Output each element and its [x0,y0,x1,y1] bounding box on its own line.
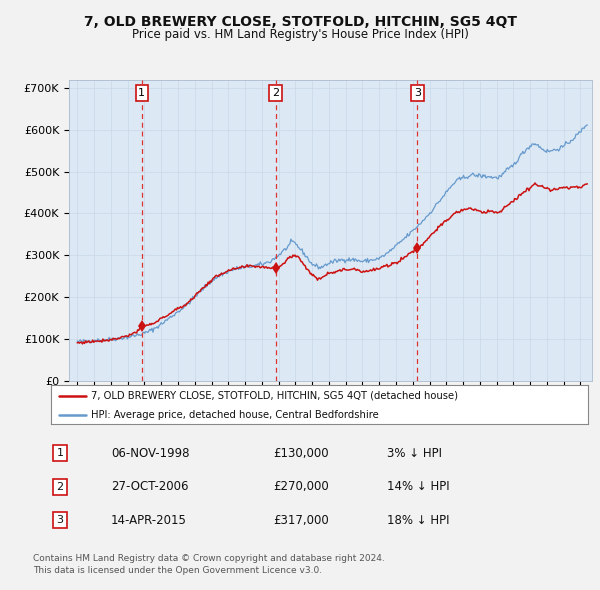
Text: 1: 1 [56,448,64,458]
Text: 2: 2 [56,482,64,491]
Text: £130,000: £130,000 [273,447,329,460]
Text: 1: 1 [138,88,145,98]
Text: £270,000: £270,000 [273,480,329,493]
Text: 3: 3 [56,516,64,525]
Text: 14-APR-2015: 14-APR-2015 [111,514,187,527]
Text: 14% ↓ HPI: 14% ↓ HPI [387,480,449,493]
Text: 3: 3 [414,88,421,98]
Text: 3% ↓ HPI: 3% ↓ HPI [387,447,442,460]
Text: 2: 2 [272,88,279,98]
Text: 18% ↓ HPI: 18% ↓ HPI [387,514,449,527]
Text: 06-NOV-1998: 06-NOV-1998 [111,447,190,460]
Text: 7, OLD BREWERY CLOSE, STOTFOLD, HITCHIN, SG5 4QT (detached house): 7, OLD BREWERY CLOSE, STOTFOLD, HITCHIN,… [91,391,458,401]
Text: HPI: Average price, detached house, Central Bedfordshire: HPI: Average price, detached house, Cent… [91,410,379,420]
Text: Price paid vs. HM Land Registry's House Price Index (HPI): Price paid vs. HM Land Registry's House … [131,28,469,41]
Text: Contains HM Land Registry data © Crown copyright and database right 2024.: Contains HM Land Registry data © Crown c… [33,555,385,563]
Text: £317,000: £317,000 [273,514,329,527]
Text: 27-OCT-2006: 27-OCT-2006 [111,480,188,493]
Text: This data is licensed under the Open Government Licence v3.0.: This data is licensed under the Open Gov… [33,566,322,575]
Text: 7, OLD BREWERY CLOSE, STOTFOLD, HITCHIN, SG5 4QT: 7, OLD BREWERY CLOSE, STOTFOLD, HITCHIN,… [83,15,517,29]
